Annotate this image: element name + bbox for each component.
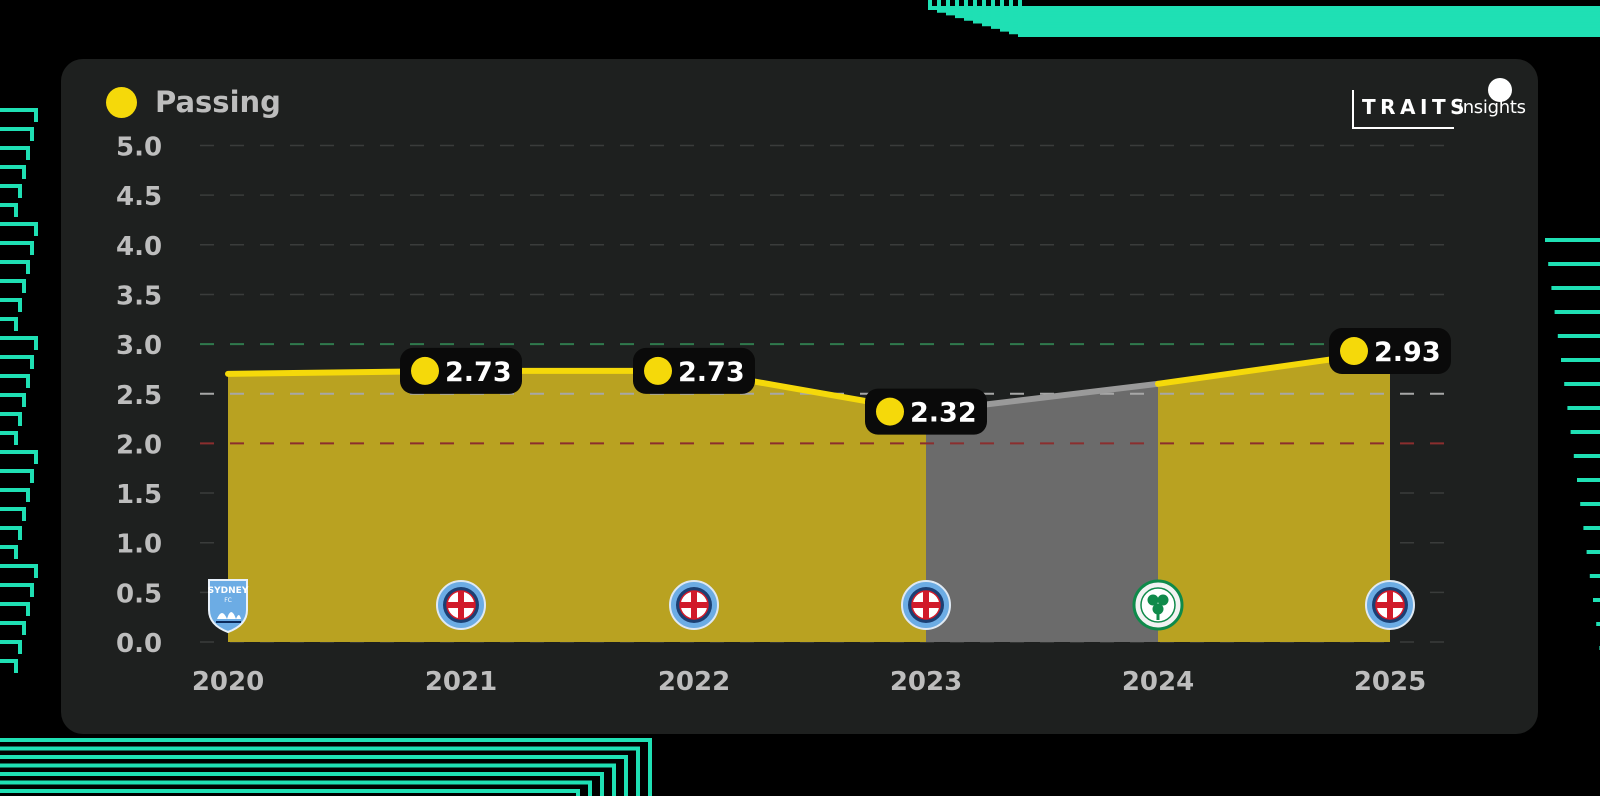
logo-word-traits: TRAITS: [1362, 95, 1470, 119]
logo-bar: [1352, 90, 1354, 128]
logo-dot-icon: [1488, 78, 1512, 102]
legend[interactable]: Passing: [106, 85, 281, 119]
x-tick-label: 2020: [192, 667, 264, 697]
svg-text:FC: FC: [224, 597, 232, 604]
area-segment: [1158, 351, 1390, 642]
melbourne-city-crest-icon: [436, 580, 486, 630]
data-label: 2.32: [865, 388, 987, 435]
data-label: 2.93: [1329, 328, 1451, 375]
area-segment: [461, 370, 694, 642]
melbourne-city-crest-icon: [1365, 580, 1415, 630]
melbourne-city-crest-icon: [901, 580, 951, 630]
data-label-text: 2.93: [1374, 337, 1441, 368]
area-segment: [228, 370, 461, 642]
x-tick-label: 2021: [425, 667, 497, 697]
y-tick-label: 1.5: [116, 480, 162, 510]
y-tick-label: 1.0: [116, 530, 162, 560]
celtic-crest-icon: [1132, 579, 1184, 631]
y-tick-label: 4.0: [116, 232, 162, 262]
y-tick-label: 3.5: [116, 281, 162, 311]
data-label-text: 2.73: [678, 357, 745, 388]
traits-insights-logo: TRAITS insights: [1352, 78, 1527, 130]
x-tick-label: 2024: [1122, 667, 1194, 697]
area-segment: [926, 383, 1158, 642]
data-point-marker: [411, 356, 439, 385]
data-point-marker: [876, 397, 904, 426]
area-segment: [694, 370, 926, 642]
y-tick-label: 0.5: [116, 579, 162, 609]
data-point-marker: [1340, 337, 1368, 366]
y-tick-label: 5.0: [116, 133, 162, 163]
y-tick-label: 4.5: [116, 182, 162, 212]
legend-dot-icon: [106, 86, 137, 118]
data-label: 2.73: [633, 347, 755, 394]
x-tick-label: 2025: [1354, 667, 1426, 697]
data-label-text: 2.73: [445, 357, 512, 388]
svg-text:SYDNEY: SYDNEY: [208, 586, 249, 596]
data-point-marker: [644, 356, 672, 385]
melbourne-city-crest-icon: [669, 580, 719, 630]
logo-word-insights: insights: [1458, 97, 1526, 118]
x-tick-label: 2023: [890, 667, 962, 697]
data-label-text: 2.32: [910, 398, 977, 429]
legend-label: Passing: [155, 85, 281, 119]
y-tick-label: 0.0: [116, 629, 162, 659]
y-tick-label: 3.0: [116, 331, 162, 361]
x-tick-label: 2022: [658, 667, 730, 697]
logo-underline: [1352, 127, 1454, 129]
data-label: 2.73: [400, 347, 522, 394]
y-tick-label: 2.5: [116, 381, 162, 411]
y-tick-label: 2.0: [116, 430, 162, 460]
